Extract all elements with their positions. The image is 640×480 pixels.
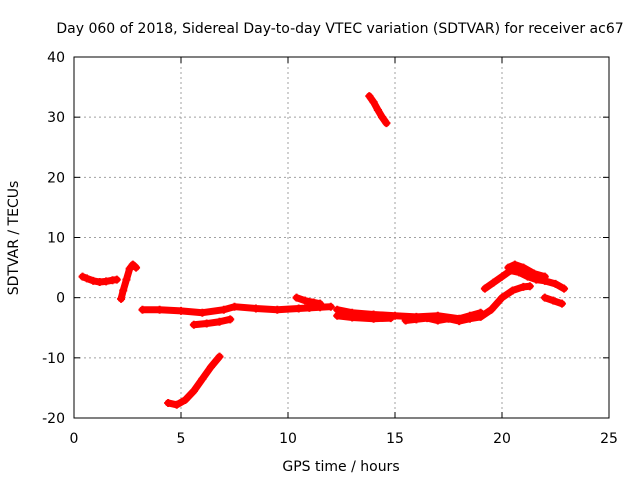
data-point [294,304,303,313]
data-point [215,317,224,326]
data-point [102,277,111,286]
data-point [181,395,190,404]
data-point [172,400,181,409]
x-tick-label: 25 [600,431,618,447]
data-point [401,316,410,325]
data-point [498,293,506,302]
data-point [138,305,147,314]
data-point [423,314,432,323]
data-point [510,260,519,269]
data-point [122,275,131,284]
y-tick-label: 30 [47,110,65,126]
data-point [480,284,489,293]
data-point [273,305,282,314]
data-point [177,306,185,315]
data-point [560,284,569,293]
data-point [519,263,528,272]
data-point [309,298,318,307]
data-point [369,314,378,323]
data-point [230,302,239,311]
data-point [125,264,134,273]
x-tick-label: 15 [386,431,404,447]
data-point [365,92,374,101]
chart-title: Day 060 of 2018, Sidereal Day-to-day VTE… [56,21,623,37]
y-tick-label: -10 [42,351,65,367]
y-tick-label: 20 [47,170,65,186]
data-point [301,296,310,305]
y-tick-label: 10 [47,231,65,247]
data-point [412,315,421,324]
data-point [292,293,301,302]
data-point [369,98,378,107]
data-point [540,293,549,302]
data-point [540,272,549,281]
data-point [132,263,141,272]
data-point [487,305,496,314]
series-arc-9 [333,312,395,323]
data-point [198,374,207,383]
data-point [557,299,566,308]
data-point [508,286,517,295]
x-axis-label: GPS time / hours [282,459,399,475]
data-point [206,362,215,371]
data-point [476,312,485,321]
y-tick-label: 40 [47,50,65,66]
data-point [215,352,224,361]
data-point [78,272,87,281]
data-point [525,282,534,291]
data-point [117,294,126,303]
data-point [378,113,387,122]
data-point [348,313,357,322]
series-arc-11 [481,267,568,293]
y-tick-label: 0 [56,291,65,307]
data-point [251,304,260,313]
data-point [189,320,198,329]
data-point [219,305,228,314]
data-point [489,278,498,287]
data-point [226,315,235,324]
data-point [119,286,128,295]
data-point [89,276,98,285]
data-point [465,314,474,323]
x-axis-ticks: 0 5 10 15 20 25 [70,57,618,447]
x-tick-label: 0 [70,431,79,447]
y-axis-label: SDTVAR / TECUs [6,181,22,296]
data-point [82,274,91,283]
data-point [444,314,453,323]
data-point [202,319,211,328]
data-point [382,119,391,128]
data-point [155,305,164,314]
x-tick-label: 5 [177,431,186,447]
data-point [504,263,513,272]
x-tick-label: 10 [279,431,297,447]
data-point [530,269,539,278]
data-point [498,272,506,281]
grid-lines [74,57,609,418]
data-point [551,279,560,288]
data-point [373,105,382,114]
data-point [316,299,325,308]
data-point [549,296,558,305]
data-point [112,275,121,284]
data-point [433,316,442,325]
y-axis-ticks: -20 -10 0 10 20 30 40 [42,50,609,427]
data-point [333,311,342,320]
data-point [164,398,173,407]
x-tick-label: 20 [493,431,511,447]
data-point [189,386,198,395]
series-arc-5 [190,315,234,329]
data-point [386,314,395,323]
data-point [305,303,314,312]
data-points [78,92,569,409]
data-point [198,308,207,317]
y-tick-label: -20 [42,411,65,427]
data-point [455,317,464,326]
data-point [326,302,335,311]
series-arc-10 [402,282,534,325]
